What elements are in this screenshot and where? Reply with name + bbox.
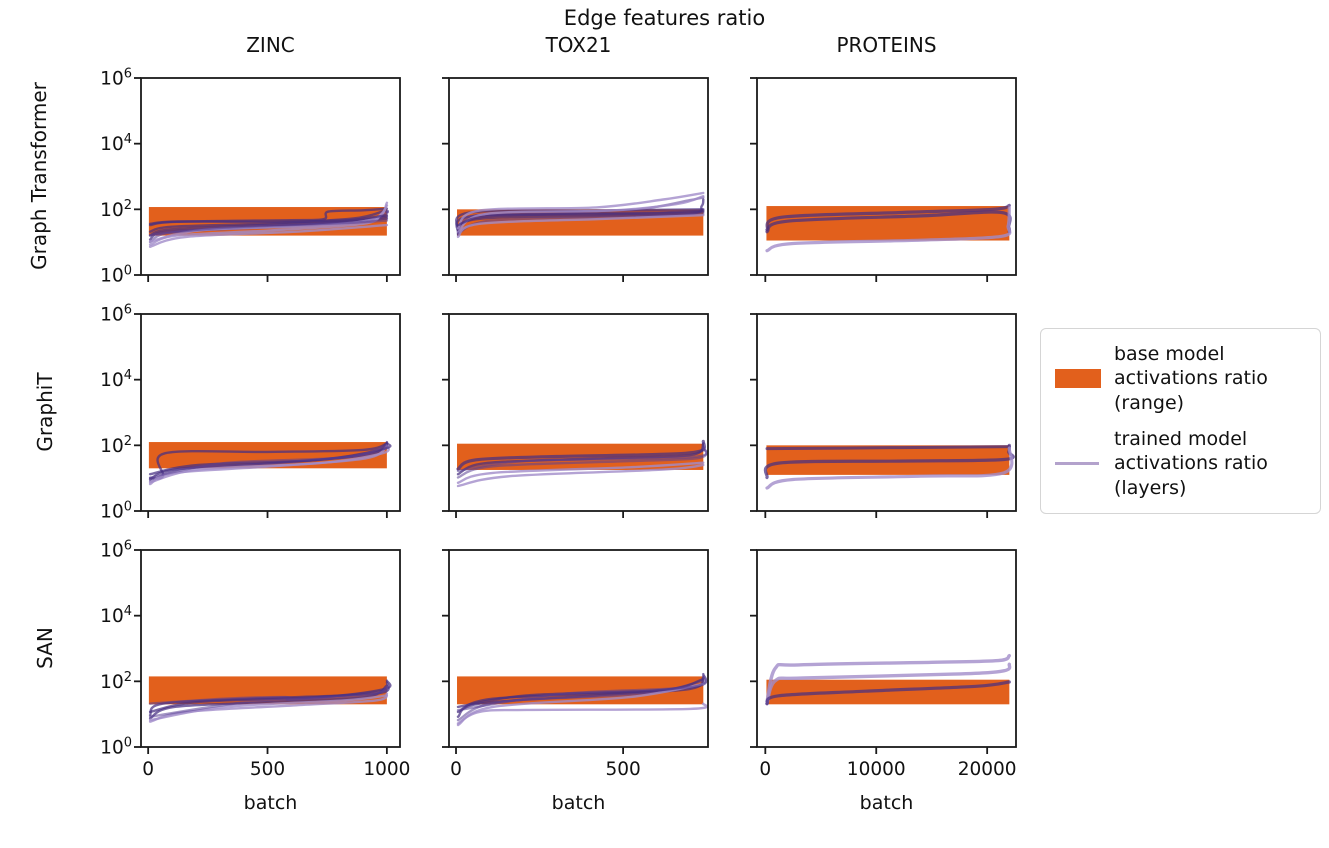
- trained-model-layer-line: [765, 445, 1011, 451]
- subplot-san-proteins: 0 10000 20000: [750, 549, 1017, 780]
- legend-entry-trained-model: trained model activations ratio (layers): [1055, 427, 1306, 500]
- x-tick-label: 1000: [363, 759, 410, 780]
- column-title-proteins: PROTEINS: [836, 33, 937, 57]
- x-tick-label: 0: [142, 759, 154, 780]
- x-axis-label-tox21: batch: [551, 792, 606, 814]
- axes-spines: [448, 313, 709, 512]
- subplot-graphit-tox21: [442, 313, 709, 518]
- y-tick-label: 104: [100, 132, 132, 155]
- subplot-graph-transformer-tox21: [442, 77, 709, 282]
- x-axis-label-proteins: batch: [859, 792, 914, 814]
- trained-model-layer-line: [765, 203, 1011, 232]
- legend-entry-base-model: base model activations ratio (range): [1055, 342, 1306, 415]
- trained-model-layer-line: [765, 680, 1011, 706]
- axes-spines: [448, 77, 709, 276]
- base-model-range-band: [766, 679, 1010, 705]
- subplot-graph-transformer-proteins: [750, 77, 1017, 282]
- legend: base model activations ratio (range) tra…: [1040, 328, 1321, 514]
- axes-spines: [140, 549, 401, 748]
- trained-model-layer-line: [148, 444, 390, 484]
- y-tick-label: 102: [100, 434, 132, 457]
- axes-spines: [756, 549, 1017, 748]
- x-tick-label: 500: [250, 759, 285, 780]
- y-tick-label: 106: [100, 67, 132, 90]
- trained-model-layer-line: [456, 461, 705, 484]
- legend-label-base-model: base model activations ratio (range): [1114, 343, 1268, 414]
- trained-model-layer-line: [148, 223, 389, 248]
- trained-model-layer-line: [456, 191, 705, 230]
- trained-model-layer-line: [456, 674, 706, 712]
- trained-model-layer-line: [765, 662, 1012, 706]
- y-tick-label: 102: [100, 670, 132, 693]
- trained-model-line-swatch: [1055, 461, 1099, 465]
- axes-spines: [140, 77, 401, 276]
- trained-model-layer-line: [148, 694, 389, 722]
- trained-model-layer-line: [456, 195, 705, 234]
- y-tick-label: 104: [100, 604, 132, 627]
- subplot-graphit-proteins: [750, 313, 1017, 518]
- column-title-zinc: ZINC: [246, 33, 295, 57]
- subplot-san-tox21: 0 500: [442, 549, 709, 780]
- subplot-graph-transformer-zinc: 100 102 104 106: [100, 67, 401, 287]
- y-tick-label: 100: [100, 264, 132, 287]
- x-tick-label: 0: [759, 759, 771, 780]
- axes-spines: [448, 549, 709, 748]
- subplot-san-zinc: 0 500 1000 100 102 104 106: [100, 539, 410, 781]
- y-tick-label: 106: [100, 539, 132, 562]
- x-tick-label: 0: [450, 759, 462, 780]
- subplot-graphit-zinc: 100 102 104 106: [100, 303, 401, 523]
- trained-model-layer-line: [456, 210, 705, 227]
- base-model-band-swatch: [1055, 368, 1101, 388]
- x-tick-label: 10000: [847, 759, 906, 780]
- trained-model-layer-line: [148, 686, 389, 718]
- axes-spines: [140, 313, 401, 512]
- x-axis-label-zinc: batch: [243, 792, 298, 814]
- y-tick-label: 104: [100, 368, 132, 391]
- trained-model-layer-line: [456, 446, 708, 473]
- trained-model-layer-line: [148, 214, 389, 225]
- trained-model-layer-line: [148, 444, 389, 479]
- trained-model-layer-line: [456, 214, 705, 239]
- column-title-tox21: TOX21: [545, 33, 612, 57]
- axes-spines: [756, 313, 1017, 512]
- trained-model-layer-line: [456, 463, 705, 488]
- trained-model-layer-line: [765, 206, 1012, 253]
- y-tick-label: 100: [100, 736, 132, 759]
- trained-model-layer-line: [765, 654, 1011, 704]
- trained-model-layer-line: [148, 219, 389, 237]
- y-tick-label: 102: [100, 198, 132, 221]
- figure-title: Edge features ratio: [563, 6, 766, 30]
- y-tick-label: 106: [100, 303, 132, 326]
- legend-label-trained-model: trained model activations ratio (layers): [1114, 427, 1268, 499]
- axes-spines: [756, 77, 1017, 276]
- trained-model-layer-line: [456, 682, 705, 727]
- trained-model-layer-line: [765, 446, 1014, 490]
- y-tick-label: 100: [100, 500, 132, 523]
- x-tick-label: 20000: [958, 759, 1017, 780]
- x-tick-label: 500: [605, 759, 640, 780]
